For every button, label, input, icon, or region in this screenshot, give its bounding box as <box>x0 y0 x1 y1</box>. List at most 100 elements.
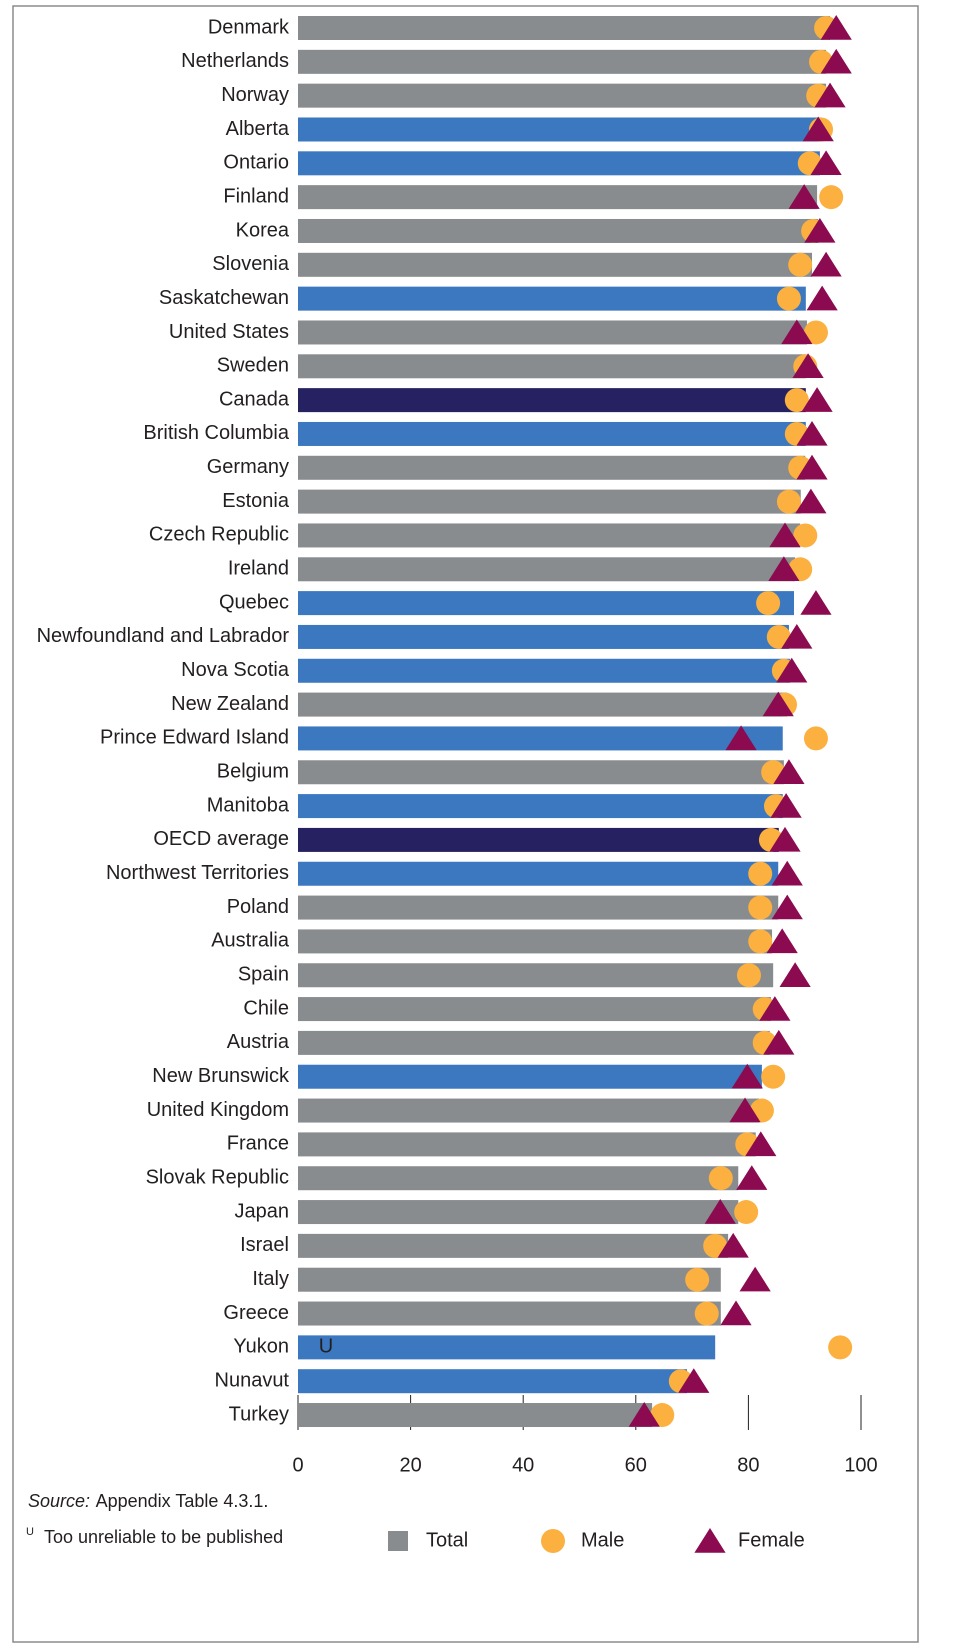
male-marker <box>748 895 773 920</box>
y-tick-label: Finland <box>223 185 289 207</box>
bar <box>298 421 806 446</box>
male-marker <box>748 929 773 954</box>
y-tick-label: Belgium <box>217 761 289 783</box>
bar <box>298 1098 760 1123</box>
male-marker <box>819 185 844 210</box>
female-marker <box>766 928 798 954</box>
annotation: U <box>319 1336 333 1358</box>
bar <box>298 861 779 886</box>
y-tick-label: Israel <box>240 1234 289 1256</box>
female-marker <box>725 725 757 751</box>
y-tick-label: OECD average <box>153 828 289 850</box>
legend-label: Total <box>426 1529 468 1551</box>
female-marker <box>771 860 803 886</box>
female-marker <box>804 217 836 243</box>
female-marker <box>769 522 801 548</box>
x-tick-label: 80 <box>737 1454 759 1476</box>
male-marker <box>761 1064 786 1089</box>
bar <box>298 1301 721 1326</box>
y-tick-label: Ireland <box>228 558 289 580</box>
female-marker <box>781 623 813 649</box>
y-tick-label: Slovenia <box>212 253 290 275</box>
female-marker <box>795 488 827 514</box>
male-marker <box>776 286 801 311</box>
bar <box>298 997 771 1022</box>
bar <box>298 1200 739 1225</box>
bar <box>298 963 774 988</box>
bar <box>298 252 813 277</box>
legend-label: Female <box>738 1529 805 1551</box>
bar <box>298 388 806 413</box>
y-tick-label: British Columbia <box>143 422 289 444</box>
bar <box>298 83 827 108</box>
bar <box>298 1233 729 1258</box>
y-tick-label: Saskatchewan <box>159 287 289 309</box>
male-marker <box>788 252 813 277</box>
bar <box>298 929 773 954</box>
female-marker <box>800 590 832 615</box>
bar <box>298 185 818 210</box>
y-tick-label: New Brunswick <box>152 1065 290 1087</box>
female-marker <box>810 150 842 176</box>
legend-swatch <box>541 1529 565 1553</box>
bar <box>298 895 779 920</box>
female-marker <box>704 1199 736 1224</box>
y-tick-label: Italy <box>252 1268 289 1290</box>
male-marker <box>828 1335 853 1360</box>
bar <box>298 692 788 717</box>
y-tick-label: Korea <box>236 219 290 241</box>
y-tick-label: Manitoba <box>207 794 290 816</box>
male-marker <box>708 1166 733 1191</box>
bar <box>298 455 806 480</box>
bar <box>298 218 819 243</box>
female-marker <box>717 1232 749 1258</box>
y-tick-label: Slovak Republic <box>146 1167 289 1189</box>
source-label: Source: <box>28 1491 90 1511</box>
female-marker <box>768 556 800 581</box>
y-tick-label: Norway <box>221 84 289 106</box>
female-marker <box>776 657 808 683</box>
male-marker <box>803 726 828 751</box>
bar <box>298 286 806 311</box>
female-marker <box>771 894 803 920</box>
source-text: Appendix Table 4.3.1. <box>96 1491 269 1511</box>
y-tick-label: Greece <box>223 1302 289 1324</box>
male-marker <box>685 1267 710 1292</box>
female-marker <box>745 1131 777 1157</box>
x-tick-label: 0 <box>292 1454 303 1476</box>
female-marker <box>814 82 846 108</box>
y-tick-label: Ontario <box>223 152 289 174</box>
bar <box>298 1132 756 1157</box>
female-marker <box>806 285 838 311</box>
female-marker <box>769 826 801 852</box>
bar <box>298 523 801 548</box>
bar <box>298 658 791 683</box>
legend-swatch <box>694 1528 726 1553</box>
male-marker <box>803 320 828 345</box>
female-marker <box>731 1063 763 1089</box>
y-tick-label: Germany <box>207 456 289 478</box>
x-tick-label: 20 <box>399 1454 421 1476</box>
y-tick-label: Netherlands <box>181 50 289 72</box>
female-marker <box>720 1300 752 1326</box>
frame <box>12 5 919 1643</box>
male-marker <box>793 523 818 548</box>
bar <box>298 16 831 40</box>
female-marker <box>678 1368 710 1393</box>
y-tick-label: Japan <box>235 1200 290 1222</box>
legend-swatch <box>388 1531 408 1551</box>
male-marker <box>748 861 773 886</box>
y-tick-label: Czech Republic <box>149 524 289 546</box>
x-tick-label: 100 <box>844 1454 877 1476</box>
bar <box>298 557 796 582</box>
female-marker <box>796 420 828 446</box>
y-tick-label: Alberta <box>226 118 290 140</box>
y-tick-label: Quebec <box>219 591 289 613</box>
y-tick-label: Newfoundland and Labrador <box>37 625 290 647</box>
female-marker <box>810 251 842 277</box>
bar <box>298 49 827 74</box>
y-tick-label: Denmark <box>208 16 290 38</box>
y-tick-label: Estonia <box>222 490 290 512</box>
y-tick-label: Australia <box>211 930 290 952</box>
